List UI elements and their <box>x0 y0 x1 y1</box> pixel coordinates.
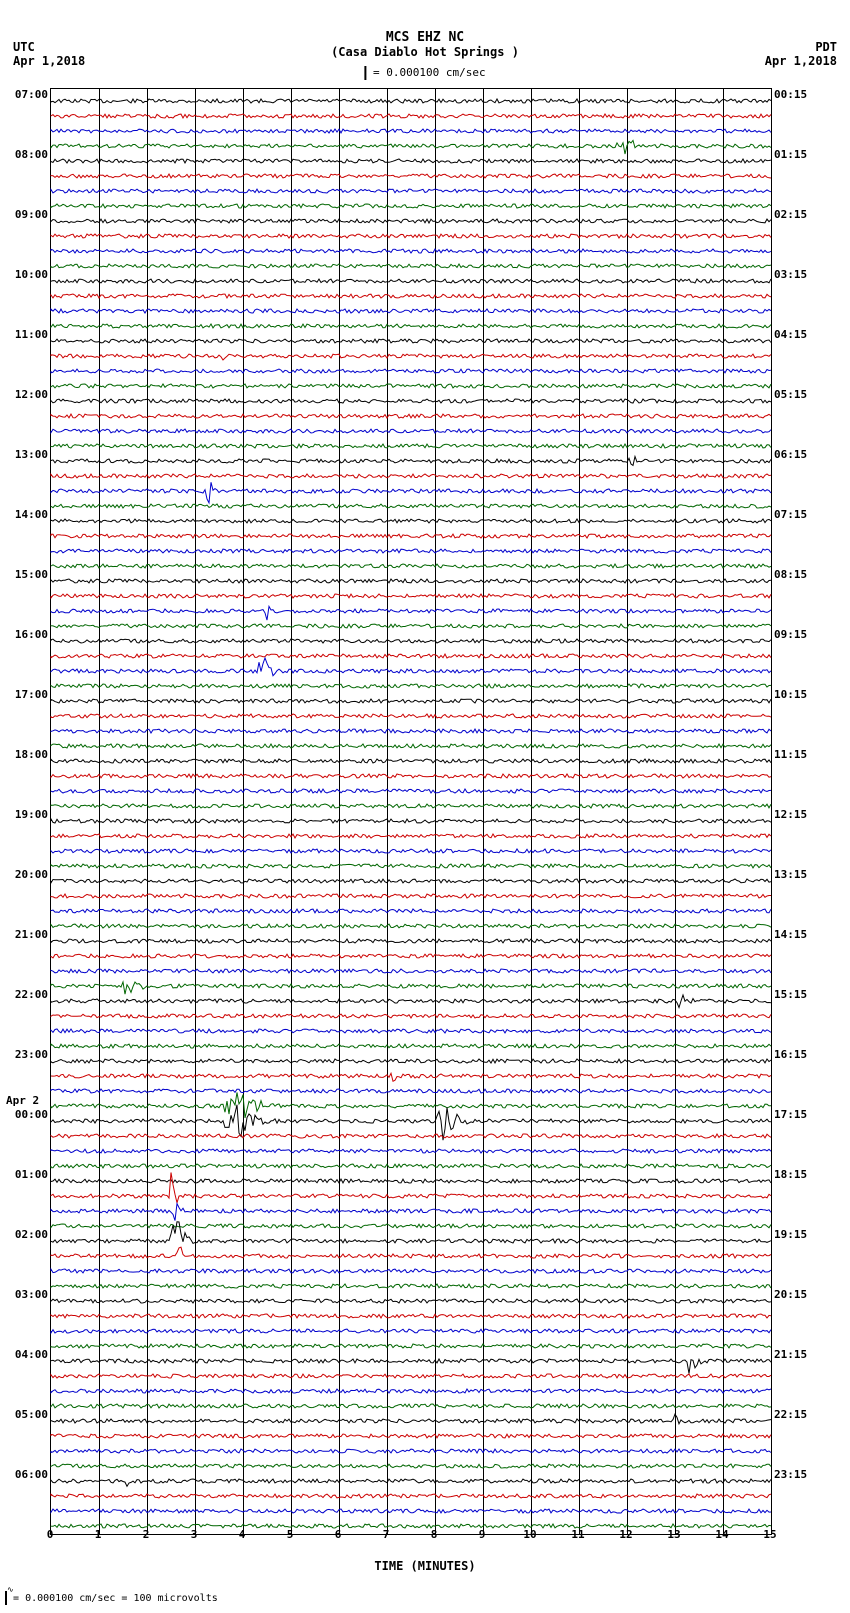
scale-info: = 0.000100 cm/sec <box>364 66 485 80</box>
time-label-utc: 03:00 <box>6 1289 48 1300</box>
time-label-utc: 19:00 <box>6 809 48 820</box>
time-label-local: 12:15 <box>774 809 816 820</box>
time-label-local: 19:15 <box>774 1229 816 1240</box>
time-label-local: 16:15 <box>774 1049 816 1060</box>
x-tick-label: 2 <box>143 1528 150 1541</box>
time-label-local: 08:15 <box>774 569 816 580</box>
time-label-local: 11:15 <box>774 749 816 760</box>
time-label-utc: 13:00 <box>6 449 48 460</box>
time-label-utc: 20:00 <box>6 869 48 880</box>
x-tick-label: 15 <box>763 1528 776 1541</box>
time-label-local: 02:15 <box>774 209 816 220</box>
x-tick-label: 1 <box>95 1528 102 1541</box>
time-label-utc: 08:00 <box>6 149 48 160</box>
x-tick-label: 13 <box>667 1528 680 1541</box>
seismogram-container: UTC Apr 1,2018 PDT Apr 1,2018 MCS EHZ NC… <box>0 0 850 1613</box>
time-label-local: 03:15 <box>774 269 816 280</box>
x-axis-title: TIME (MINUTES) <box>374 1559 475 1573</box>
x-tick-label: 14 <box>715 1528 728 1541</box>
time-label-utc: 14:00 <box>6 509 48 520</box>
time-label-utc: 04:00 <box>6 1349 48 1360</box>
time-label-local: 23:15 <box>774 1469 816 1480</box>
x-tick-label: 6 <box>335 1528 342 1541</box>
x-axis: 0123456789101112131415 <box>50 1528 770 1558</box>
day-break-label: Apr 2 <box>6 1094 48 1107</box>
time-label-local: 09:15 <box>774 629 816 640</box>
x-tick-label: 12 <box>619 1528 632 1541</box>
chart-subtitle: (Casa Diablo Hot Springs ) <box>0 45 850 59</box>
time-label-local: 06:15 <box>774 449 816 460</box>
x-tick-label: 0 <box>47 1528 54 1541</box>
chart-title: MCS EHZ NC <box>0 30 850 45</box>
time-label-local: 22:15 <box>774 1409 816 1420</box>
time-label-local: 01:15 <box>774 149 816 160</box>
x-tick-label: 11 <box>571 1528 584 1541</box>
time-label-utc: 11:00 <box>6 329 48 340</box>
time-label-local: 00:15 <box>774 89 816 100</box>
time-label-local: 15:15 <box>774 989 816 1000</box>
time-label-local: 17:15 <box>774 1109 816 1120</box>
time-label-utc: 21:00 <box>6 929 48 940</box>
time-label-local: 07:15 <box>774 509 816 520</box>
scale-text: = 0.000100 cm/sec <box>373 66 486 79</box>
time-label-utc: 02:00 <box>6 1229 48 1240</box>
plot-area: 07:0008:0009:0010:0011:0012:0013:0014:00… <box>50 88 772 1535</box>
time-label-local: 10:15 <box>774 689 816 700</box>
time-label-utc: 22:00 <box>6 989 48 1000</box>
time-label-utc: 18:00 <box>6 749 48 760</box>
time-label-local: 21:15 <box>774 1349 816 1360</box>
time-label-utc: 17:00 <box>6 689 48 700</box>
x-tick-label: 10 <box>523 1528 536 1541</box>
x-tick-label: 7 <box>383 1528 390 1541</box>
x-tick-label: 3 <box>191 1528 198 1541</box>
time-label-local: 20:15 <box>774 1289 816 1300</box>
time-label-utc: 23:00 <box>6 1049 48 1060</box>
x-tick-label: 5 <box>287 1528 294 1541</box>
time-label-utc: 01:00 <box>6 1169 48 1180</box>
time-label-utc: 00:00 <box>6 1109 48 1120</box>
scale-bar-icon <box>364 66 366 80</box>
footer-text: = 0.000100 cm/sec = 100 microvolts <box>13 1593 218 1604</box>
time-label-local: 14:15 <box>774 929 816 940</box>
x-tick-label: 9 <box>479 1528 486 1541</box>
x-tick-label: 8 <box>431 1528 438 1541</box>
time-label-utc: 06:00 <box>6 1469 48 1480</box>
time-label-local: 13:15 <box>774 869 816 880</box>
time-label-local: 05:15 <box>774 389 816 400</box>
time-label-utc: 09:00 <box>6 209 48 220</box>
x-tick-label: 4 <box>239 1528 246 1541</box>
time-label-utc: 12:00 <box>6 389 48 400</box>
time-label-utc: 16:00 <box>6 629 48 640</box>
time-label-utc: 07:00 <box>6 89 48 100</box>
time-label-local: 04:15 <box>774 329 816 340</box>
time-label-utc: 10:00 <box>6 269 48 280</box>
footer-scale: ∿ = 0.000100 cm/sec = 100 microvolts <box>5 1591 218 1605</box>
time-label-utc: 05:00 <box>6 1409 48 1420</box>
chart-header: MCS EHZ NC (Casa Diablo Hot Springs ) <box>0 30 850 59</box>
time-label-local: 18:15 <box>774 1169 816 1180</box>
time-label-utc: 15:00 <box>6 569 48 580</box>
